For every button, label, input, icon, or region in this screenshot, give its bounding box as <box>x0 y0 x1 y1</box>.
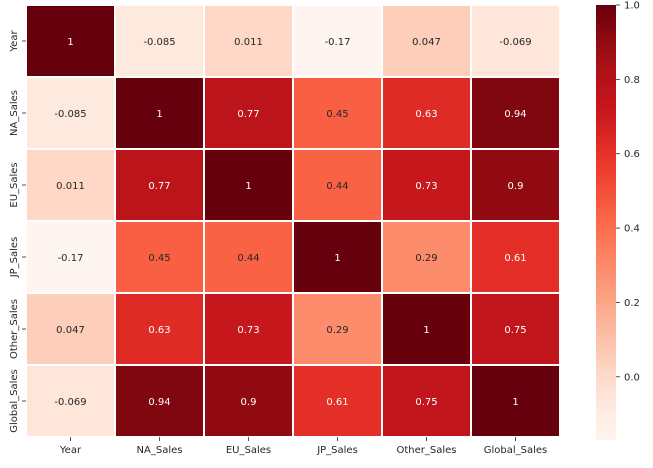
y-tick-label: Other_Sales <box>9 299 20 359</box>
heatmap-cell <box>203 220 294 294</box>
cell-value-label: -0.069 <box>54 397 86 408</box>
heatmap-cell <box>381 148 472 222</box>
heatmap-cell <box>470 220 561 294</box>
heatmap-cell <box>470 292 561 366</box>
heatmap-cell <box>470 4 561 78</box>
heatmap-cells <box>25 4 561 438</box>
cell-value-label: 0.011 <box>234 37 263 48</box>
colorbar-tick-label: 1.0 <box>624 1 640 12</box>
cell-value-label: 0.61 <box>326 397 348 408</box>
cell-value-label: 1 <box>67 37 73 48</box>
heatmap-cell <box>25 364 116 438</box>
heatmap-cell <box>25 220 116 294</box>
cell-value-label: 0.77 <box>148 181 170 192</box>
heatmap-cell <box>114 76 205 150</box>
y-axis: Year NA_Sales EU_Sales JP_Sales Other_Sales G… <box>9 30 26 433</box>
cell-value-label: 0.011 <box>56 181 85 192</box>
cell-value-label: 0.44 <box>326 181 348 192</box>
x-tick-label: Other_Sales <box>396 445 456 456</box>
cell-value-label: 0.63 <box>148 325 170 336</box>
y-tick-label: JP_Sales <box>9 237 20 279</box>
heatmap-cell <box>114 4 205 78</box>
cell-value-label: 0.94 <box>504 109 526 120</box>
y-tick-label: NA_Sales <box>9 90 20 136</box>
colorbar-tick-label: 0.8 <box>624 75 640 86</box>
cell-value-label: 0.73 <box>237 325 259 336</box>
heatmap-cell <box>292 220 383 294</box>
cell-value-label: 0.75 <box>415 397 437 408</box>
cell-value-label: 1 <box>423 325 429 336</box>
heatmap-cell <box>381 220 472 294</box>
y-tick-label: EU_Sales <box>9 162 20 207</box>
cell-value-label: -0.069 <box>499 37 531 48</box>
cell-value-label: 0.9 <box>241 397 257 408</box>
cell-value-label: 0.45 <box>148 253 170 264</box>
x-axis: Year NA_Sales EU_Sales JP_Sales Other_Sales G… <box>59 437 547 456</box>
cell-value-label: 0.77 <box>237 109 259 120</box>
heatmap-cell <box>470 76 561 150</box>
heatmap-cell <box>114 220 205 294</box>
cell-value-label: 0.63 <box>415 109 437 120</box>
cell-value-label: 0.44 <box>237 253 259 264</box>
heatmap-cell <box>470 148 561 222</box>
colorbar-tick-label: 0.6 <box>624 149 640 160</box>
cell-value-label: 0.047 <box>412 37 441 48</box>
y-tick-label: Global_Sales <box>9 369 20 433</box>
x-tick-label: JP_Sales <box>316 445 358 456</box>
colorbar-tick-label: 0.2 <box>624 298 640 309</box>
heatmap-annotations: 1 -0.085 0.011 -0.17 0.047 -0.069 -0.085 1 0.77 0… <box>54 37 531 408</box>
heatmap-cell <box>470 364 561 438</box>
x-tick-label: Year <box>59 445 82 456</box>
heatmap-cell <box>203 292 294 366</box>
cell-value-label: 1 <box>245 181 251 192</box>
cell-value-label: 0.94 <box>148 397 170 408</box>
cell-value-label: 0.45 <box>326 109 348 120</box>
cell-value-label: 0.75 <box>504 325 526 336</box>
cell-value-label: 0.61 <box>504 253 526 264</box>
cell-value-label: 0.29 <box>415 253 437 264</box>
cell-value-label: 0.73 <box>415 181 437 192</box>
cell-value-label: 1 <box>156 109 162 120</box>
y-tick-label: Year <box>9 30 20 53</box>
cell-value-label: 0.9 <box>508 181 524 192</box>
colorbar-gradient <box>596 5 616 440</box>
x-tick-label: Global_Sales <box>484 445 548 456</box>
x-tick-label: NA_Sales <box>137 445 183 456</box>
cell-value-label: -0.17 <box>325 37 351 48</box>
colorbar-tick-label: 0.0 <box>624 372 640 383</box>
cell-value-label: 0.047 <box>56 325 85 336</box>
cell-value-label: -0.085 <box>54 109 86 120</box>
colorbar: 1.0 0.8 0.6 0.4 0.2 0.0 <box>596 1 640 440</box>
cell-value-label: 1 <box>334 253 340 264</box>
cell-value-label: -0.17 <box>58 253 84 264</box>
cell-value-label: -0.085 <box>143 37 175 48</box>
colorbar-tick-label: 0.4 <box>624 224 640 235</box>
cell-value-label: 0.29 <box>326 325 348 336</box>
x-tick-label: EU_Sales <box>226 445 271 456</box>
heatmap-cell <box>292 292 383 366</box>
heatmap-cell <box>292 76 383 150</box>
heatmap-cell <box>292 148 383 222</box>
heatmap-cell <box>381 292 472 366</box>
cell-value-label: 1 <box>512 397 518 408</box>
heatmap-cell <box>114 148 205 222</box>
